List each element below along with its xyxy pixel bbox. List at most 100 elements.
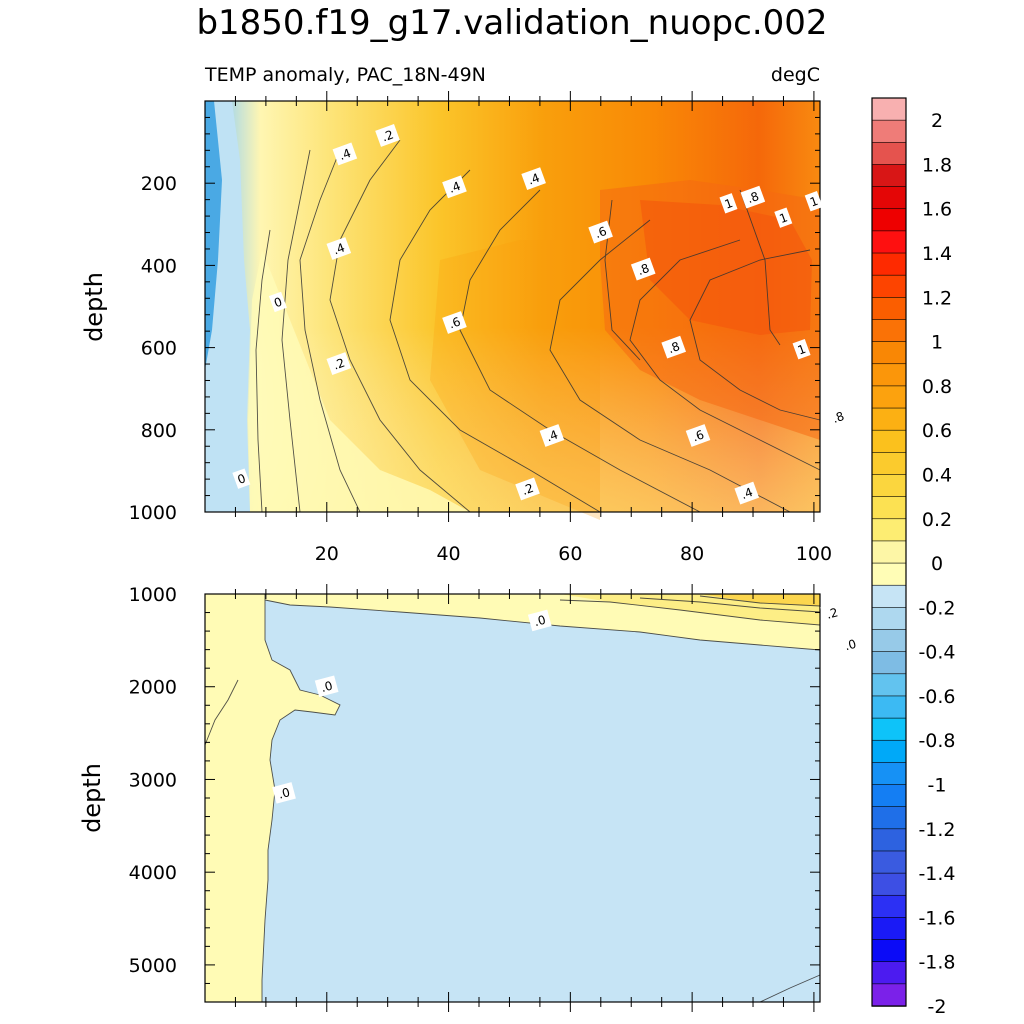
colorbar-label: 0.2 (922, 509, 952, 531)
colorbar-label: -1.4 (918, 863, 955, 885)
contour-label-text: .4 (447, 179, 463, 196)
contour-label-box (332, 142, 358, 166)
colorbar-swatch (871, 828, 907, 852)
contour-label-box (272, 782, 296, 804)
contour-label-box (734, 481, 760, 505)
contour-label: 1 (792, 338, 811, 360)
colorbar-swatch (871, 119, 907, 143)
contour-label-box (442, 311, 467, 334)
colorbar-swatch (871, 141, 907, 166)
contour-label: .6 (685, 424, 711, 447)
colorbar-label: 1.2 (922, 287, 952, 309)
upper-pale-tongue (248, 250, 470, 512)
contour-label-box (375, 124, 400, 147)
contour-label-box (774, 207, 793, 228)
contour-label: .8 (630, 257, 656, 281)
chart-title: b1850.f19_g17.validation_nuopc.002 (196, 3, 827, 43)
contour-label: .0 (527, 609, 552, 632)
colorbar-swatch (871, 961, 907, 985)
colorbar-label: 1.4 (922, 243, 952, 265)
colorbar-label: -1.6 (918, 907, 955, 929)
contour-label: .8 (740, 185, 766, 209)
upper-contour-lines (255, 139, 821, 513)
y-tick-label: 1000 (129, 502, 177, 524)
colorbar-swatch (871, 939, 907, 963)
contour-label: .4 (442, 175, 467, 199)
colorbar-swatch (871, 363, 907, 387)
colorbar-label: 2 (931, 110, 943, 132)
contour-label-text: .0 (277, 785, 292, 801)
colorbar-label: -1.8 (918, 952, 955, 974)
lower-plot-fill (205, 594, 820, 1002)
colorbar-swatch (871, 739, 907, 764)
contour-label: .2 (515, 477, 540, 501)
colorbar-label: 0 (931, 553, 943, 575)
upper-orange-band (430, 240, 600, 520)
contour-label-box (268, 291, 287, 313)
contour-label: .8 (661, 335, 686, 359)
colorbar-swatch (871, 629, 907, 653)
contour-label-box (326, 352, 352, 375)
chart-subtitle-left: TEMP anomaly, PAC_18N-49N (204, 64, 486, 86)
contour-label-text: .4 (331, 240, 347, 257)
contour-label: .4 (521, 167, 546, 191)
colorbar: 2 1.8 1.6 1.4 1.2 1 0.8 0.6 0.4 0.2 0 -0.2 -0.4 -0.6 -… (871, 97, 956, 1018)
contour-label: .2 (375, 124, 400, 147)
contour-label-text: .6 (593, 224, 609, 241)
colorbar-label: 1.8 (922, 154, 952, 176)
contour-label: .4 (734, 481, 760, 505)
contour-label-box (825, 405, 851, 429)
contour-label-box (326, 237, 352, 260)
contour-label: 0 (232, 468, 251, 489)
contour-label: 1 (719, 193, 738, 214)
lower-warmer-top (700, 594, 820, 606)
contour-label-text: .6 (447, 314, 463, 331)
y-tick-label: 5000 (129, 955, 177, 977)
colorbar-swatch (871, 452, 907, 476)
contour-label-box (232, 468, 251, 489)
contour-label-text: .8 (666, 339, 682, 356)
colorbar-swatch (871, 518, 907, 542)
contour-label: 1 (804, 191, 823, 212)
contour-label: 0 (268, 291, 287, 313)
y-tick-label: 800 (141, 420, 177, 442)
contour-label-box (820, 602, 844, 624)
colorbar-swatch (871, 673, 907, 697)
colorbar-swatch (871, 762, 907, 786)
colorbar-swatch (871, 319, 907, 343)
y-tick-label: 1000 (129, 584, 177, 606)
colorbar-swatch (871, 230, 907, 254)
contour-label-text: .8 (636, 261, 652, 278)
colorbar-swatch (871, 429, 907, 454)
colorbar-label: -1 (928, 775, 947, 797)
upper-hot-core (640, 200, 812, 335)
colorbar-swatch (871, 274, 907, 299)
colorbar-frame (871, 97, 907, 1007)
contour-label-box (588, 220, 613, 244)
contour-label-box (521, 167, 546, 191)
upper-panel (204, 100, 821, 520)
y-tick-label: 400 (141, 255, 177, 277)
contour-label-text: .0 (533, 613, 548, 629)
x-tick-label: 100 (796, 543, 832, 565)
contour-label-text: .2 (825, 605, 840, 621)
colorbar-swatch (871, 806, 907, 830)
lower-panel (204, 593, 821, 1003)
colorbar-label: 1 (931, 332, 943, 354)
contour-label-text: .4 (337, 146, 353, 163)
colorbar-swatch (871, 894, 907, 919)
contour-label-text: .0 (843, 637, 858, 653)
contour-label-box (719, 193, 738, 214)
contour-label: .0 (272, 782, 296, 804)
contour-label-text: 1 (808, 194, 820, 210)
contour-label-text: .4 (526, 171, 542, 188)
contour-label-text: .0 (319, 678, 334, 694)
colorbar-label: 0.6 (922, 420, 952, 442)
y-tick-label: 4000 (129, 862, 177, 884)
contour-label-text: .4 (739, 485, 755, 502)
y-tick-label: 200 (141, 173, 177, 195)
contour-label-text: 1 (723, 196, 735, 212)
contour-label-text: .6 (690, 427, 706, 444)
colorbar-label: 1.6 (922, 199, 952, 221)
contour-label-box (527, 609, 552, 632)
